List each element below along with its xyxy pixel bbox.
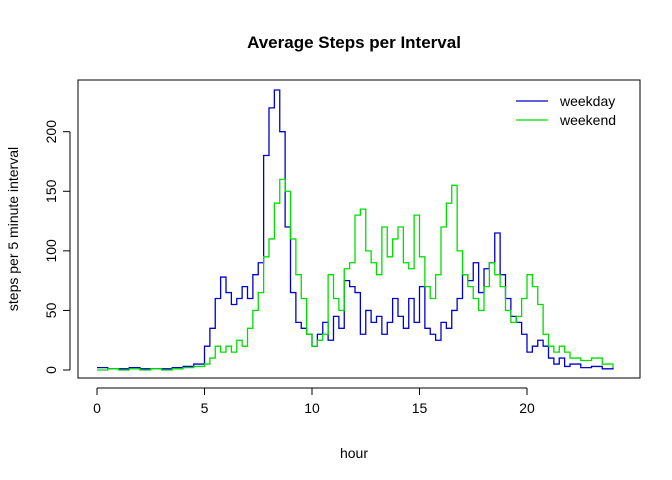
y-tick-label: 200 bbox=[43, 120, 59, 144]
series-layer bbox=[97, 89, 614, 371]
legend: weekday weekend bbox=[516, 93, 616, 128]
x-tick-label: 0 bbox=[93, 400, 101, 416]
y-tick-label: 100 bbox=[43, 239, 59, 263]
plot-frame bbox=[77, 79, 641, 379]
y-axis-label: steps per 5 minute interval bbox=[5, 147, 21, 311]
y-axis: 0 50 100 150 200 bbox=[43, 120, 71, 374]
x-tick-label: 20 bbox=[519, 400, 535, 416]
y-tick-label: 150 bbox=[43, 179, 59, 203]
x-tick-label: 5 bbox=[201, 400, 209, 416]
x-tick-label: 10 bbox=[304, 400, 320, 416]
x-tick-label: 15 bbox=[412, 400, 428, 416]
chart-title: Average Steps per Interval bbox=[247, 33, 461, 52]
x-axis: 0 5 10 15 20 bbox=[93, 387, 535, 416]
legend-label-weekday: weekday bbox=[559, 93, 615, 109]
series-line-weekend bbox=[97, 178, 614, 371]
series-line-weekday bbox=[97, 89, 614, 370]
y-tick-label: 50 bbox=[43, 302, 59, 318]
legend-label-weekend: weekend bbox=[559, 112, 616, 128]
x-axis-label: hour bbox=[340, 445, 368, 461]
y-tick-label: 0 bbox=[43, 366, 59, 374]
